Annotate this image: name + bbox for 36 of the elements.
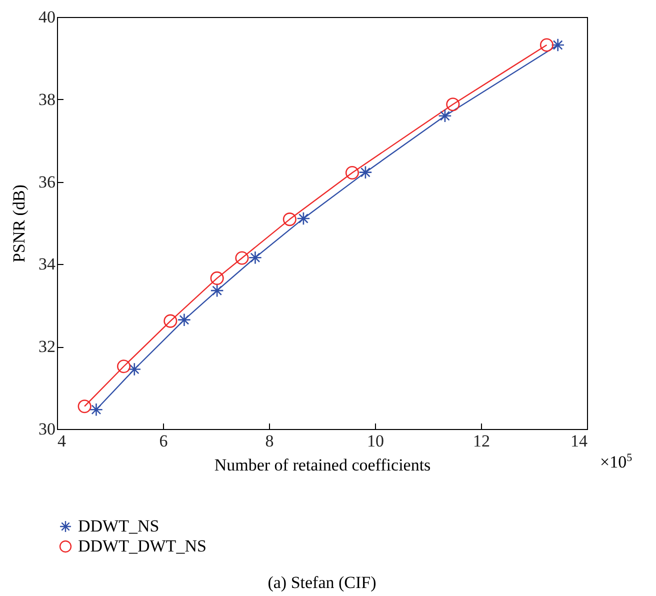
point bbox=[551, 38, 565, 52]
legend-label: DDWT_NS bbox=[78, 516, 160, 536]
point bbox=[128, 362, 142, 376]
x-axis-title: Number of retained coefficients bbox=[214, 456, 431, 474]
legend-label: DDWT_DWT_NS bbox=[78, 536, 206, 556]
point bbox=[177, 313, 191, 327]
y-tick-label: 30 bbox=[38, 420, 56, 438]
text: (a) Stefan (CIF) bbox=[268, 573, 376, 592]
point bbox=[358, 166, 372, 180]
point bbox=[345, 166, 359, 180]
point bbox=[210, 271, 224, 285]
y-tick-label: 40 bbox=[38, 8, 56, 26]
x-tick-label: 8 bbox=[265, 432, 274, 450]
x-tick-label: 4 bbox=[58, 432, 66, 450]
point bbox=[78, 400, 92, 414]
x-tick-label: 6 bbox=[159, 432, 168, 450]
point bbox=[89, 402, 103, 416]
y-tick-label: 32 bbox=[38, 337, 56, 356]
point bbox=[248, 250, 262, 264]
x-tick-label: 10 bbox=[367, 432, 384, 450]
point bbox=[540, 38, 554, 52]
point bbox=[446, 98, 460, 112]
point bbox=[117, 360, 131, 374]
point bbox=[164, 314, 178, 328]
point bbox=[235, 251, 249, 265]
point bbox=[296, 212, 310, 226]
point bbox=[210, 284, 224, 298]
x-tick-label: 14 bbox=[570, 432, 588, 450]
y-tick-label: 36 bbox=[38, 172, 56, 192]
x-tick-label: 12 bbox=[473, 432, 490, 450]
point bbox=[282, 212, 296, 226]
y-tick-label: 34 bbox=[38, 254, 56, 274]
y-axis-title: PSNR (dB) bbox=[10, 184, 28, 262]
y-tick-label: 38 bbox=[38, 90, 56, 109]
axis-multiplier: ×10$^{5}$ bbox=[600, 452, 632, 473]
point bbox=[438, 109, 452, 123]
